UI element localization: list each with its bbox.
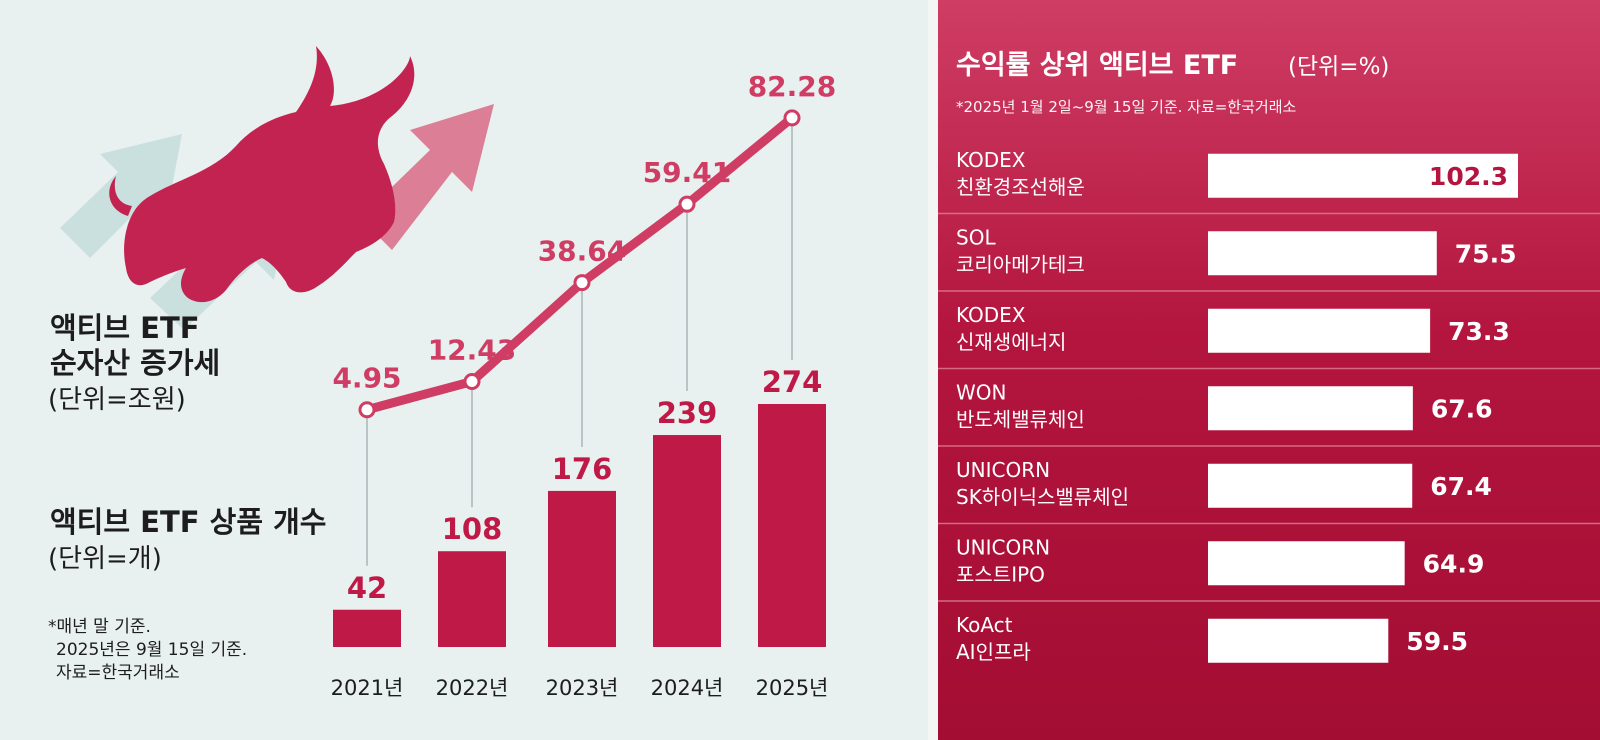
line-point-3 bbox=[678, 195, 696, 213]
ranking-name-line2-3: 반도체밸류체인 bbox=[956, 408, 1085, 432]
ranking-unit: (단위=%) bbox=[1288, 54, 1389, 80]
ranking-name-line2-0: 친환경조선해운 bbox=[956, 175, 1085, 199]
ranking-name-line2-5: 포스트IPO bbox=[956, 563, 1045, 587]
panel-divider bbox=[928, 0, 938, 740]
footnote-line-3: 자료=한국거래소 bbox=[56, 663, 180, 683]
bar-value-label-4: 274 bbox=[762, 365, 823, 399]
ranking-name-line1-1: SOL bbox=[956, 226, 996, 250]
ranking-name-line2-2: 신재생에너지 bbox=[956, 330, 1066, 354]
x-tick-label-1: 2022년 bbox=[436, 676, 509, 700]
ranking-title: 수익률 상위 액티브 ETF bbox=[956, 50, 1238, 81]
bar-value-label-3: 239 bbox=[657, 396, 718, 430]
bar-1 bbox=[438, 551, 506, 647]
ranking-name-line1-4: UNICORN bbox=[956, 458, 1050, 482]
line-point-2 bbox=[573, 274, 591, 292]
ranking-bar-3 bbox=[1208, 386, 1413, 431]
line-value-label-1: 12.43 bbox=[428, 333, 517, 366]
ranking-value-label-0: 102.3 bbox=[1429, 162, 1508, 191]
bar-chart-unit: (단위=개) bbox=[48, 544, 162, 574]
ranking-name-line2-4: SK하이닉스밸류체인 bbox=[956, 485, 1129, 509]
footnote-line-2: 2025년은 9월 15일 기준. bbox=[56, 640, 248, 660]
ranking-name-line2-6: AI인프라 bbox=[956, 640, 1031, 664]
ranking-value-label-6: 59.5 bbox=[1406, 627, 1468, 656]
ranking-value-label-4: 67.4 bbox=[1430, 472, 1492, 501]
ranking-name-line1-2: KODEX bbox=[956, 303, 1026, 327]
bar-3 bbox=[653, 435, 721, 647]
decoration bbox=[60, 46, 494, 330]
ranking-bar-0 bbox=[1208, 153, 1518, 198]
ranking-bar-2 bbox=[1208, 308, 1431, 353]
ranking-bar-1 bbox=[1208, 231, 1437, 276]
ranking-bar-6 bbox=[1208, 618, 1389, 663]
ranking-name-line1-3: WON bbox=[956, 381, 1006, 405]
line-point-4 bbox=[783, 109, 801, 127]
ranking-value-label-5: 64.9 bbox=[1423, 549, 1485, 578]
x-tick-label-4: 2025년 bbox=[756, 676, 829, 700]
ranking-bar-5 bbox=[1208, 541, 1405, 586]
ranking-value-label-2: 73.3 bbox=[1448, 317, 1510, 346]
bar-chart-title: 액티브 ETF 상품 개수 bbox=[50, 505, 327, 539]
line-chart-title-1: 액티브 ETF bbox=[50, 311, 200, 345]
ranking-bar-4 bbox=[1208, 463, 1413, 508]
bar-value-label-0: 42 bbox=[347, 571, 387, 605]
bar-value-label-1: 108 bbox=[442, 512, 503, 546]
ranking-subtitle: *2025년 1월 2일~9월 15일 기준. 자료=한국거래소 bbox=[956, 98, 1297, 116]
right-chart-area: 수익률 상위 액티브 ETF (단위=%) *2025년 1월 2일~9월 15… bbox=[938, 50, 1600, 664]
rising-arrow-icon bbox=[60, 134, 182, 258]
line-value-label-0: 4.95 bbox=[332, 362, 401, 395]
left-chart-area: 4.95 12.43 38.64 59.41 82.28 42 2021년 108 2022년… bbox=[60, 46, 836, 700]
ranking-name-line1-6: KoAct bbox=[956, 613, 1013, 637]
line-point-1 bbox=[463, 372, 481, 390]
ranking-value-label-1: 75.5 bbox=[1455, 239, 1517, 268]
x-tick-label-2: 2023년 bbox=[546, 676, 619, 700]
ranking-bar-chart: KODEX 친환경조선해운 102.3 SOL 코리아메가테크 75.5 KODEX 신재생에… bbox=[938, 148, 1600, 664]
line-point-0 bbox=[358, 401, 376, 419]
ranking-name-line1-5: UNICORN bbox=[956, 536, 1050, 560]
bar-2 bbox=[548, 490, 616, 647]
right-panel bbox=[938, 0, 1600, 740]
ranking-name-line2-1: 코리아메가테크 bbox=[956, 253, 1085, 277]
x-tick-label-3: 2024년 bbox=[651, 676, 724, 700]
bull-icon bbox=[109, 46, 415, 303]
bar-value-label-2: 176 bbox=[552, 452, 613, 486]
bar-chart: 42 2021년 108 2022년 176 2023년 239 2024년 274 2025년 bbox=[331, 365, 829, 700]
line-value-label-3: 59.41 bbox=[643, 156, 732, 189]
ranking-value-label-3: 67.6 bbox=[1431, 394, 1493, 423]
line-chart: 4.95 12.43 38.64 59.41 82.28 bbox=[332, 70, 836, 566]
line-value-label-2: 38.64 bbox=[538, 235, 627, 268]
footnote-line-1: *매년 말 기준. bbox=[48, 617, 151, 637]
bar-0 bbox=[333, 609, 401, 647]
line-chart-unit: (단위=조원) bbox=[48, 385, 186, 415]
x-tick-label-0: 2021년 bbox=[331, 676, 404, 700]
ranking-name-line1-0: KODEX bbox=[956, 148, 1026, 172]
line-chart-title-2: 순자산 증가세 bbox=[50, 346, 221, 380]
line-value-label-4: 82.28 bbox=[748, 70, 837, 103]
bar-4 bbox=[758, 404, 826, 647]
